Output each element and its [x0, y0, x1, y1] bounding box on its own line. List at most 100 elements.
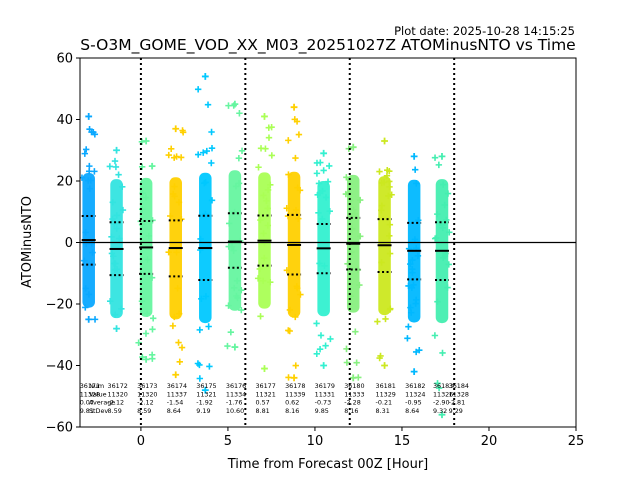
point — [179, 129, 187, 136]
reference-lines — [80, 58, 576, 427]
point — [295, 215, 302, 222]
point — [348, 248, 355, 256]
bin-stat: 0.07 — [80, 399, 94, 407]
point — [387, 305, 394, 312]
bin-stat: 11320 — [137, 390, 157, 398]
point — [208, 144, 216, 152]
max-point — [231, 100, 239, 108]
point — [224, 342, 231, 350]
bin-stat: 8.59 — [108, 407, 122, 415]
bin-stat: -1.54 — [167, 399, 184, 407]
min-point — [231, 343, 239, 351]
bin-stat: -0.73 — [315, 399, 332, 407]
stat-row-label: Value — [89, 390, 107, 398]
bin-stat: 8.81 — [255, 407, 269, 415]
point — [415, 217, 422, 224]
point — [233, 292, 240, 300]
y-tick-label: 40 — [56, 113, 73, 128]
point — [231, 208, 238, 216]
point — [439, 181, 447, 188]
stat-row-label: StDev — [89, 407, 108, 415]
point — [91, 316, 99, 323]
point — [236, 110, 243, 117]
point — [196, 326, 203, 334]
point — [260, 230, 267, 237]
point — [431, 332, 439, 339]
point — [315, 180, 323, 187]
bin-stat: 9.19 — [196, 407, 210, 415]
point — [111, 157, 119, 165]
point — [292, 206, 300, 214]
bin-stat: -0.95 — [405, 399, 422, 407]
point — [347, 292, 355, 300]
point — [171, 183, 178, 190]
point — [431, 235, 439, 242]
point — [444, 190, 452, 197]
bin-36176 — [224, 100, 246, 351]
point — [386, 221, 394, 228]
bin-stat: 0.62 — [285, 399, 299, 407]
point — [257, 216, 264, 224]
point — [175, 310, 183, 317]
bin-stat: 36183 — [433, 382, 453, 390]
point — [149, 162, 156, 170]
point — [404, 335, 411, 342]
point — [205, 323, 212, 330]
bin-stat: 9.32 — [433, 407, 447, 415]
point — [376, 168, 383, 175]
point — [353, 359, 360, 366]
point — [378, 259, 385, 266]
plot-area — [80, 73, 453, 419]
point — [386, 168, 393, 175]
min-point — [349, 374, 357, 382]
bin-stat: 11339 — [285, 390, 305, 398]
plot-date: Plot date: 2025-10-28 14:15:25 — [394, 24, 575, 38]
point — [204, 101, 212, 108]
min-point — [410, 368, 418, 376]
point — [175, 199, 183, 206]
point — [138, 163, 146, 170]
bin-stat: 36180 — [344, 382, 364, 390]
point — [149, 217, 156, 224]
point — [119, 206, 127, 214]
bin-36179 — [313, 149, 334, 369]
point — [194, 86, 202, 93]
point — [386, 250, 394, 257]
point — [412, 296, 420, 304]
bin-stat: 11337 — [167, 390, 187, 398]
point — [326, 208, 333, 215]
y-tick-label: −60 — [46, 421, 73, 436]
point — [178, 344, 186, 351]
bin-stat: 8.31 — [376, 407, 390, 415]
point — [238, 286, 245, 294]
point — [171, 193, 178, 200]
point — [352, 328, 359, 335]
point — [112, 260, 119, 267]
point — [110, 253, 117, 260]
point — [208, 197, 216, 204]
point — [82, 285, 89, 292]
bin-stat: 8.64 — [167, 407, 181, 415]
point — [407, 309, 415, 316]
point — [167, 212, 174, 220]
bin-stat: -2.28 — [344, 399, 361, 407]
point — [107, 298, 114, 305]
point — [411, 236, 419, 243]
point — [89, 249, 96, 256]
point — [116, 235, 123, 242]
bin-36183 — [431, 153, 453, 419]
point — [81, 150, 89, 157]
max-point — [85, 113, 93, 120]
max-point — [261, 113, 268, 120]
point — [260, 192, 267, 199]
point — [319, 215, 326, 223]
point — [139, 353, 146, 361]
point — [177, 154, 185, 161]
point — [225, 102, 232, 109]
point — [386, 183, 393, 191]
point — [196, 375, 204, 382]
point — [343, 359, 351, 366]
point — [285, 374, 292, 381]
point — [342, 190, 350, 198]
point — [86, 162, 93, 170]
